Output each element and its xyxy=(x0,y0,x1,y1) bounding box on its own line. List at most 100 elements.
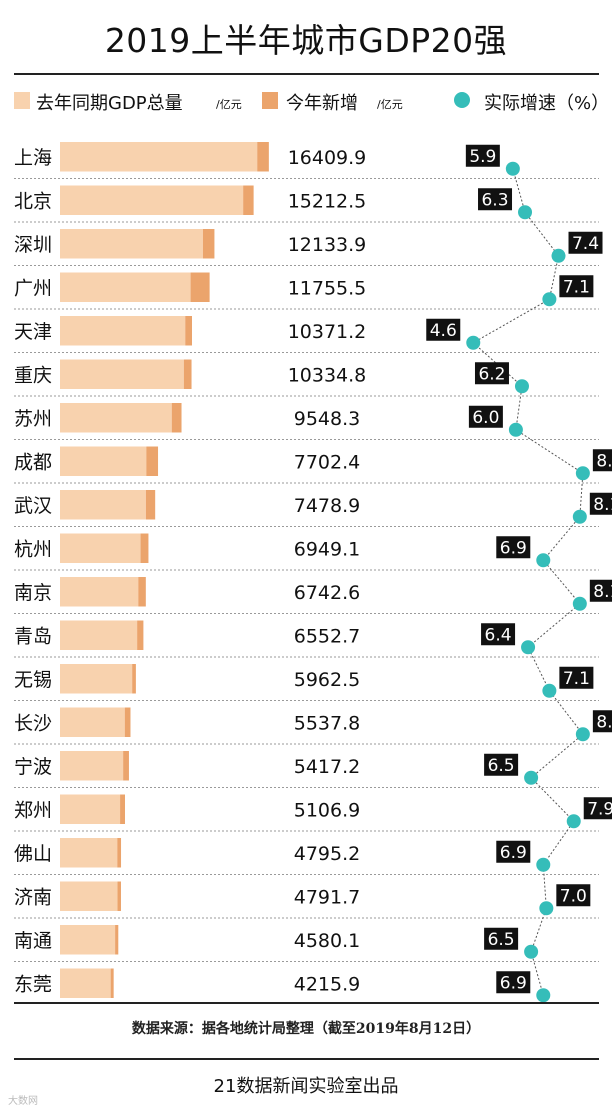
growth-dot xyxy=(572,596,587,611)
city-label: 北京 xyxy=(14,190,52,212)
bar-base xyxy=(60,664,133,694)
growth-label: 7.1 xyxy=(563,277,590,297)
bar-base xyxy=(60,403,172,433)
growth-label: 6.0 xyxy=(472,408,499,428)
growth-badge xyxy=(559,666,594,689)
growth-dot xyxy=(575,727,590,742)
total-value: 10371.2 xyxy=(288,321,367,343)
growth-label: 7.4 xyxy=(572,234,599,254)
growth-badge xyxy=(484,753,519,776)
bar-base xyxy=(60,925,116,955)
total-value: 6552.7 xyxy=(294,625,360,647)
bar-increase xyxy=(202,229,215,259)
city-label: 深圳 xyxy=(14,234,52,256)
growth-label: 8.2 xyxy=(596,451,612,471)
bar-increase xyxy=(257,142,269,172)
bar-base xyxy=(60,794,121,824)
bar-base xyxy=(60,446,147,476)
bar-increase xyxy=(132,664,136,694)
chart-title: 2019上半年城市GDP20强 xyxy=(104,21,508,60)
city-label: 长沙 xyxy=(14,712,52,734)
bar-increase xyxy=(120,794,125,824)
total-value: 4795.2 xyxy=(294,843,360,865)
legend-increase-unit: /亿元 xyxy=(377,98,403,111)
legend-increase-swatch xyxy=(262,92,278,109)
gdp-chart: 上海 16409.9 北京 15212.5 深圳 12133.9 广州 11755.5 天津 10… xyxy=(14,142,612,1003)
title-rule xyxy=(14,73,599,75)
growth-badge xyxy=(484,927,519,950)
city-label: 东莞 xyxy=(14,973,52,995)
growth-dot xyxy=(542,683,557,698)
growth-label: 7.0 xyxy=(560,886,587,906)
total-value: 5537.8 xyxy=(294,712,360,734)
legend: 去年同期GDP总量 /亿元 今年新增 /亿元 实际增速（%） xyxy=(0,84,612,118)
bar-base xyxy=(60,577,139,607)
growth-dot xyxy=(536,988,551,1003)
total-value: 5962.5 xyxy=(294,669,360,691)
growth-dot xyxy=(575,466,590,481)
growth-badge xyxy=(496,840,531,863)
growth-badge xyxy=(592,449,612,472)
bar-increase xyxy=(146,446,159,476)
total-value: 11755.5 xyxy=(288,277,367,299)
city-label: 佛山 xyxy=(14,843,52,865)
growth-badge xyxy=(478,188,513,211)
city-label: 宁波 xyxy=(14,756,52,778)
growth-dot xyxy=(508,422,523,437)
growth-badge xyxy=(583,797,612,820)
growth-label: 8.1 xyxy=(593,582,612,602)
growth-label: 8.2 xyxy=(596,712,612,732)
growth-dot xyxy=(539,901,554,916)
total-value: 7702.4 xyxy=(294,451,360,473)
watermark-logo: 大数网 xyxy=(8,1096,38,1107)
bar-base xyxy=(60,185,244,215)
bar-increase xyxy=(145,490,156,520)
legend-growth-label: 实际增速（%） xyxy=(484,93,610,114)
growth-dot xyxy=(514,379,529,394)
growth-badge xyxy=(468,405,503,428)
growth-label: 6.5 xyxy=(488,930,515,950)
source-note: 数据来源：据各地统计局整理（截至2019年8月12日） xyxy=(131,1021,481,1037)
city-label: 广州 xyxy=(14,277,52,299)
bar-base xyxy=(60,533,141,563)
growth-badge xyxy=(568,231,603,254)
growth-dot xyxy=(518,205,533,220)
total-value: 15212.5 xyxy=(288,190,367,212)
legend-base-swatch xyxy=(14,92,30,109)
growth-dot xyxy=(572,509,587,524)
growth-dot xyxy=(551,248,566,263)
legend-increase-label: 今年新增 xyxy=(286,93,358,114)
bar-base xyxy=(60,490,146,520)
growth-badge xyxy=(496,536,531,559)
legend-base-unit: /亿元 xyxy=(216,98,242,111)
growth-dot xyxy=(524,770,539,785)
city-label: 天津 xyxy=(14,321,52,343)
legend-growth-dot xyxy=(454,92,470,108)
bar-base xyxy=(60,229,203,259)
growth-dot xyxy=(536,857,551,872)
growth-dot xyxy=(524,944,539,959)
city-label: 无锡 xyxy=(14,669,52,691)
growth-badge xyxy=(592,710,612,733)
bar-increase xyxy=(138,577,146,607)
total-value: 4791.7 xyxy=(294,886,360,908)
bar-increase xyxy=(137,620,144,650)
bar-base xyxy=(60,359,184,389)
growth-dot xyxy=(536,553,551,568)
growth-label: 7.9 xyxy=(587,799,612,819)
bar-increase xyxy=(190,272,210,302)
city-label: 重庆 xyxy=(14,364,52,386)
total-value: 7478.9 xyxy=(294,495,360,517)
total-value: 4580.1 xyxy=(294,930,360,952)
total-value: 5417.2 xyxy=(294,756,360,778)
growth-label: 8.1 xyxy=(593,495,612,515)
total-value: 6949.1 xyxy=(294,538,360,560)
growth-badge xyxy=(481,623,516,646)
growth-label: 6.4 xyxy=(485,625,512,645)
total-value: 9548.3 xyxy=(294,408,360,430)
bar-increase xyxy=(110,968,114,998)
growth-label: 6.5 xyxy=(488,756,515,776)
city-label: 济南 xyxy=(14,886,52,908)
growth-badge xyxy=(589,492,612,515)
growth-label: 4.6 xyxy=(430,321,457,341)
